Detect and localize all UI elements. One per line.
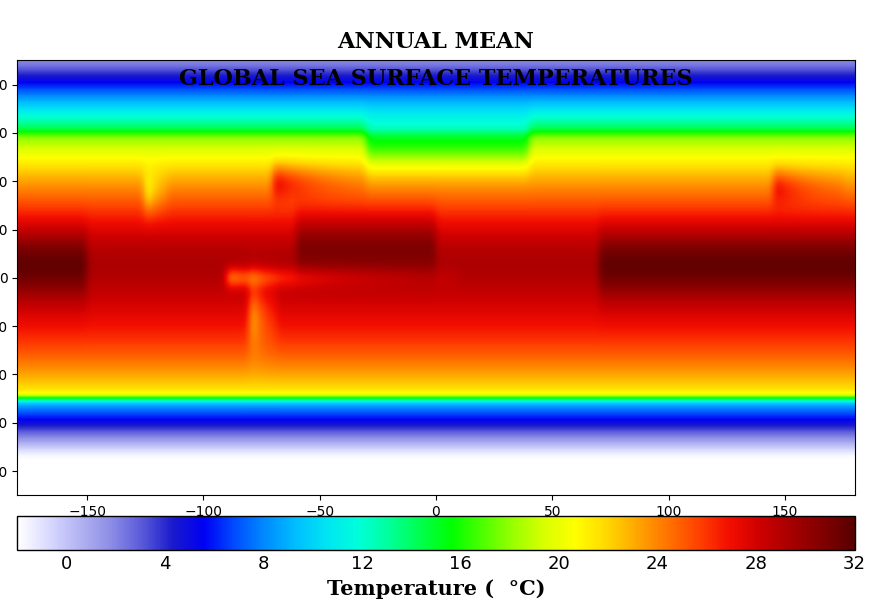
Text: ANNUAL MEAN: ANNUAL MEAN — [337, 31, 535, 53]
Text: Temperature (  °C): Temperature ( °C) — [327, 579, 545, 599]
Text: GLOBAL SEA SURFACE TEMPERATURES: GLOBAL SEA SURFACE TEMPERATURES — [179, 68, 693, 89]
